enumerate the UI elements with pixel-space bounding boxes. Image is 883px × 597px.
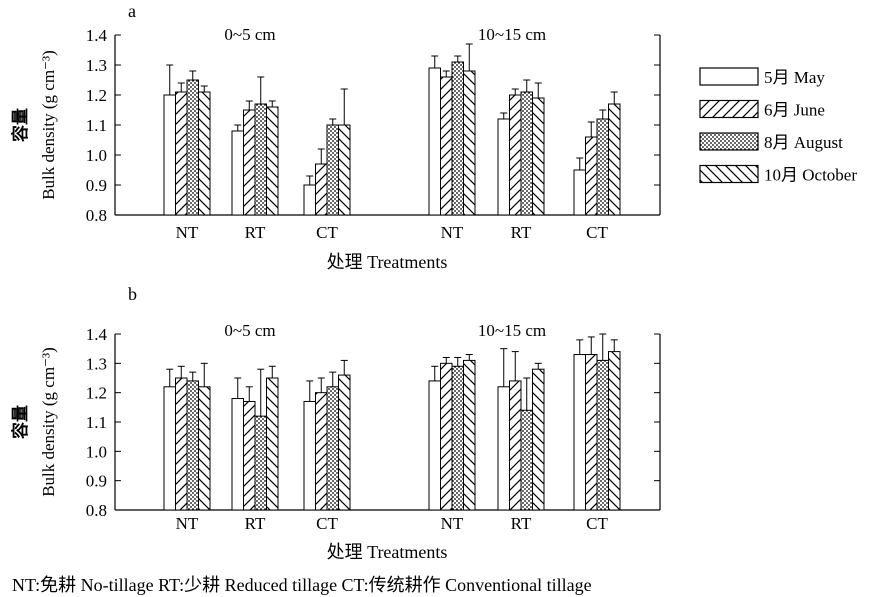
x-tick-label: CT	[586, 223, 608, 242]
bar-ct-1	[573, 354, 586, 511]
y-tick-label: 1.3	[86, 354, 107, 373]
x-tick-label: CT	[316, 223, 338, 242]
bar-rt-1	[497, 118, 510, 216]
bar-ct-3	[326, 124, 339, 216]
x-tick-label: RT	[511, 223, 532, 242]
bar-ct-2	[315, 163, 328, 216]
bar-nt-4	[463, 359, 476, 511]
y-tick-label: 0.9	[86, 472, 107, 491]
bar-rt-4	[266, 377, 279, 511]
bar-ct-1	[573, 169, 586, 216]
bar-nt-2	[175, 377, 188, 511]
bar-rt-4	[532, 97, 545, 216]
bar-nt-1	[428, 380, 441, 511]
legend-label: 6月 June	[764, 101, 825, 120]
y-tick-label: 1.2	[86, 86, 107, 105]
depth-label: 0~5 cm	[224, 25, 275, 44]
bar-nt-3	[451, 61, 464, 216]
bar-nt-3	[186, 380, 199, 511]
y-axis-title-cn: 容量	[10, 108, 30, 142]
x-tick-label: CT	[316, 514, 338, 533]
y-tick-label: 0.8	[86, 206, 107, 225]
legend-swatch	[699, 164, 759, 184]
bar-rt-1	[231, 398, 244, 511]
x-tick-label: NT	[441, 223, 464, 242]
y-axis-title: Bulk density (g cm⁻³)	[39, 347, 58, 497]
legend-swatch	[699, 67, 759, 86]
panel-letter: a	[128, 1, 136, 21]
y-tick-label: 1.2	[86, 384, 107, 403]
bar-rt-3	[520, 409, 533, 511]
bar-ct-4	[608, 103, 621, 216]
x-tick-label: NT	[176, 223, 199, 242]
x-tick-label: RT	[245, 514, 266, 533]
bar-ct-3	[596, 359, 609, 511]
footnote: NT:免耕 No-tillage RT:少耕 Reduced tillage C…	[12, 575, 592, 595]
x-tick-label: RT	[511, 514, 532, 533]
bar-ct-4	[338, 124, 351, 216]
y-tick-label: 0.9	[86, 176, 107, 195]
bar-nt-1	[428, 67, 441, 216]
x-tick-label: RT	[245, 223, 266, 242]
legend-label: 8月 August	[764, 133, 843, 152]
bar-ct-2	[585, 136, 598, 216]
y-axis-title: Bulk density (g cm⁻³)	[39, 50, 58, 200]
bar-rt-1	[231, 130, 244, 216]
x-tick-label: CT	[586, 514, 608, 533]
bar-nt-1	[163, 94, 176, 216]
legend-swatch	[699, 132, 759, 151]
bar-rt-4	[266, 106, 279, 216]
bar-nt-4	[198, 386, 211, 511]
bar-rt-1	[497, 386, 510, 511]
bar-rt-4	[532, 368, 545, 511]
bar-rt-3	[254, 103, 267, 216]
panel-a: a 0.8 0.9 1.0 1.1 1.2 1.3 1.4 Bulk density (g cm…	[10, 1, 661, 272]
bar-rt-3	[520, 91, 533, 216]
y-tick-label: 1.0	[86, 146, 107, 165]
bar-nt-1	[163, 386, 176, 511]
bar-nt-4	[198, 91, 211, 216]
x-axis-title: 处理 Treatments	[327, 542, 448, 562]
bar-rt-3	[254, 415, 267, 511]
x-tick-label: NT	[176, 514, 199, 533]
y-axis-title-cn: 容量	[10, 405, 30, 439]
bar-nt-4	[463, 70, 476, 216]
legend-label: 5月 May	[764, 68, 825, 87]
bar-ct-3	[326, 386, 339, 511]
depth-label: 10~15 cm	[478, 321, 546, 340]
depth-label: 0~5 cm	[224, 321, 275, 340]
depth-label: 10~15 cm	[478, 25, 546, 44]
y-tick-label: 1.3	[86, 56, 107, 75]
bar-rt-2	[243, 400, 256, 511]
panel-b: b 0.8 0.9 1.0 1.1 1.2 1.3 1.4 Bulk density (g cm…	[10, 284, 661, 562]
bar-ct-2	[585, 354, 598, 511]
x-tick-label: NT	[441, 514, 464, 533]
y-tick-label: 1.1	[86, 413, 107, 432]
bar-rt-2	[509, 94, 522, 216]
x-axis-title: 处理 Treatments	[327, 252, 448, 272]
bar-ct-1	[303, 184, 316, 216]
bar-nt-2	[440, 362, 453, 511]
legend-swatch	[699, 99, 759, 119]
y-tick-label: 1.4	[86, 26, 108, 45]
bar-ct-4	[608, 351, 621, 511]
y-tick-label: 1.1	[86, 116, 107, 135]
bulk-density-figure: 5月 May 6月 June 8月 August 10月 October a 0.8 0.…	[10, 1, 857, 562]
y-tick-label: 0.8	[86, 501, 107, 520]
bar-nt-2	[175, 91, 188, 216]
panel-letter: b	[128, 284, 137, 304]
bar-ct-1	[303, 400, 316, 511]
legend: 5月 May 6月 June 8月 August 10月 October	[699, 67, 857, 185]
bar-rt-2	[509, 380, 522, 511]
y-tick-label: 1.4	[86, 325, 108, 344]
legend-label: 10月 October	[764, 166, 857, 185]
bar-nt-3	[451, 365, 464, 511]
bar-nt-2	[440, 76, 453, 216]
y-tick-label: 1.0	[86, 442, 107, 461]
bar-ct-3	[596, 118, 609, 216]
bar-rt-2	[243, 109, 256, 216]
bar-ct-4	[338, 374, 351, 511]
bar-nt-3	[186, 79, 199, 216]
bar-ct-2	[315, 392, 328, 511]
